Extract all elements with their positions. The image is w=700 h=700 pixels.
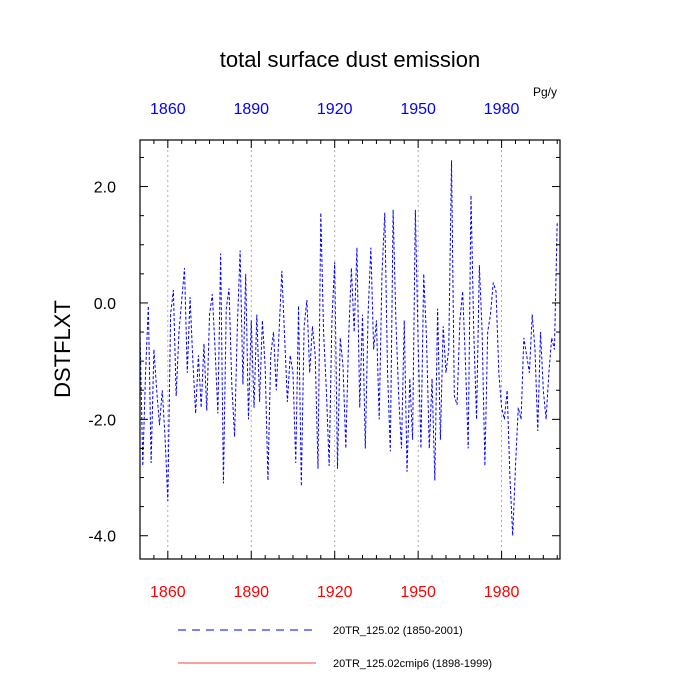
x-tick-label-top-3: 1950 bbox=[400, 101, 436, 118]
y-tick-label-2: -2.0 bbox=[88, 412, 116, 429]
legend: 20TR_125.02 (1850-2001) 20TR_125.02cmip6… bbox=[178, 625, 492, 670]
legend-label-series-1: 20TR_125.02 (1850-2001) bbox=[333, 625, 463, 637]
series-line-1 bbox=[139, 160, 558, 536]
x-tick-label-bottom-4: 1980 bbox=[484, 584, 520, 601]
x-tick-label-bottom-2: 1920 bbox=[317, 584, 353, 601]
x-tick-label-top-1: 1890 bbox=[233, 101, 269, 118]
y-tick-label-3: -4.0 bbox=[88, 529, 116, 546]
x-tick-label-top-2: 1920 bbox=[317, 101, 353, 118]
legend-label-series-2: 20TR_125.02cmip6 (1898-1999) bbox=[333, 658, 492, 670]
plot-frame bbox=[139, 139, 561, 560]
y-axis-label: DSTFLXT bbox=[50, 300, 75, 398]
units-label: Pg/y bbox=[533, 85, 557, 99]
x-tick-label-top-0: 1860 bbox=[150, 101, 186, 118]
grid-lines bbox=[167, 140, 502, 559]
y-tick-label-1: 0.0 bbox=[94, 296, 116, 313]
x-tick-label-top-4: 1980 bbox=[484, 101, 520, 118]
axis-tick-labels: 1860 1860 1890 1890 1920 1920 1950 1950 1980 1980… bbox=[88, 101, 519, 601]
y-tick-label-0: 2.0 bbox=[94, 180, 116, 197]
x-tick-label-bottom-0: 1860 bbox=[150, 584, 186, 601]
x-tick-label-bottom-1: 1890 bbox=[233, 584, 269, 601]
chart-title: total surface dust emission bbox=[220, 47, 480, 72]
series-layer bbox=[139, 160, 558, 536]
x-tick-label-bottom-3: 1950 bbox=[400, 584, 436, 601]
axis-ticks bbox=[140, 140, 560, 559]
